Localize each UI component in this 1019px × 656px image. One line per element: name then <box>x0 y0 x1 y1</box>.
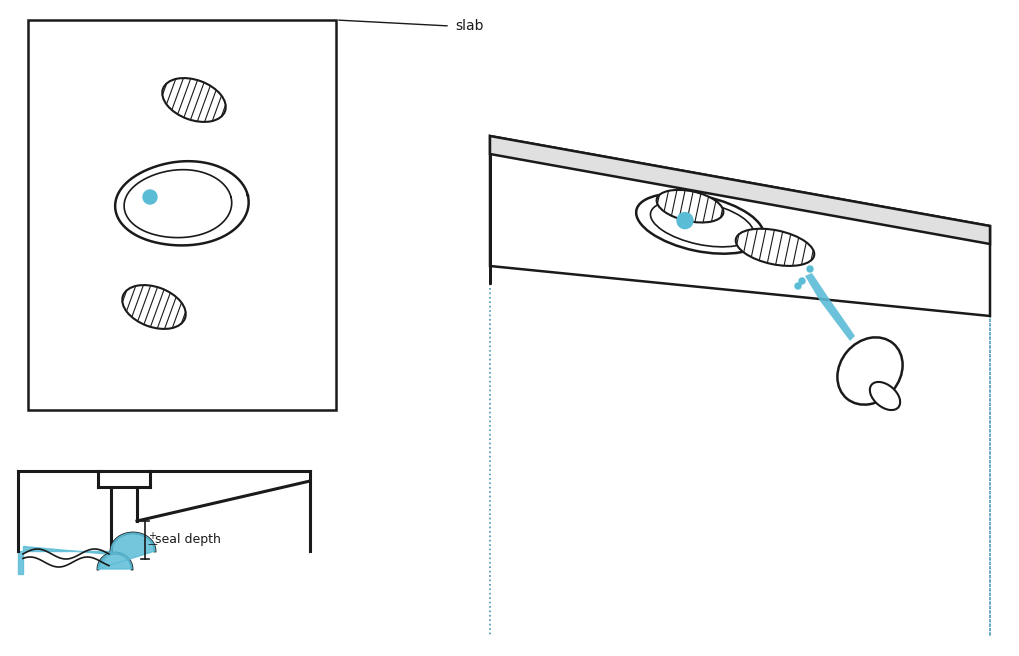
Ellipse shape <box>870 382 900 410</box>
Polygon shape <box>490 136 990 244</box>
Ellipse shape <box>650 200 753 247</box>
Ellipse shape <box>122 285 185 329</box>
Ellipse shape <box>656 190 723 222</box>
Circle shape <box>799 278 805 284</box>
Circle shape <box>795 283 801 289</box>
Circle shape <box>143 190 157 204</box>
Polygon shape <box>98 533 155 569</box>
Ellipse shape <box>162 78 226 122</box>
Circle shape <box>677 213 693 228</box>
Ellipse shape <box>736 229 814 266</box>
Text: slab: slab <box>455 19 483 33</box>
Ellipse shape <box>636 194 764 254</box>
Text: +: + <box>148 531 156 541</box>
Polygon shape <box>18 546 111 574</box>
Ellipse shape <box>838 337 903 405</box>
Text: seal depth: seal depth <box>155 533 221 546</box>
Polygon shape <box>805 273 855 341</box>
Circle shape <box>807 266 813 272</box>
Bar <box>28 20 336 410</box>
Text: —: — <box>148 539 158 549</box>
Polygon shape <box>490 136 990 316</box>
